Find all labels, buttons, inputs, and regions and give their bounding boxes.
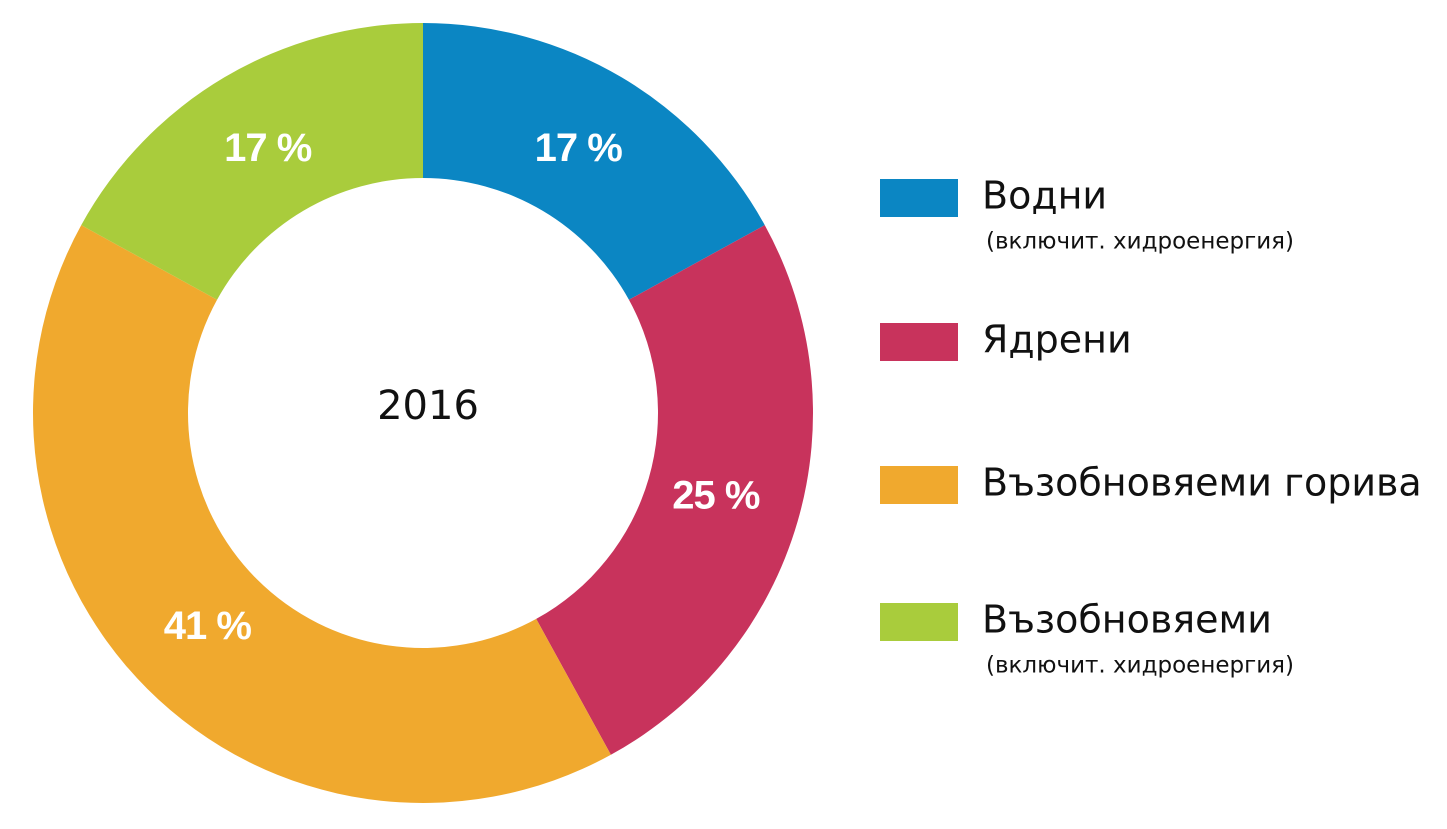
legend-swatch [880,179,958,217]
donut-slice [81,23,424,300]
legend-swatch [880,466,958,504]
value-label: 41 % [164,604,252,648]
legend-label: Възобновяеми горива [982,461,1422,505]
donut-slice [536,225,814,755]
legend-label: Водни [982,174,1107,218]
donut-slice [423,23,765,300]
legend-label: Възобновяеми [982,598,1272,642]
donut-slice [33,225,611,803]
legend-swatch [880,323,958,361]
value-label: 17 % [224,126,312,170]
center-label: 2016 [377,383,479,429]
legend-swatch [880,603,958,641]
value-label: 17 % [535,126,623,170]
value-label: 25 % [672,474,760,518]
legend-label: Ядрени [982,318,1132,362]
legend-note: (включит. хидроенергия) [986,653,1294,679]
legend-note: (включит. хидроенергия) [986,229,1294,255]
